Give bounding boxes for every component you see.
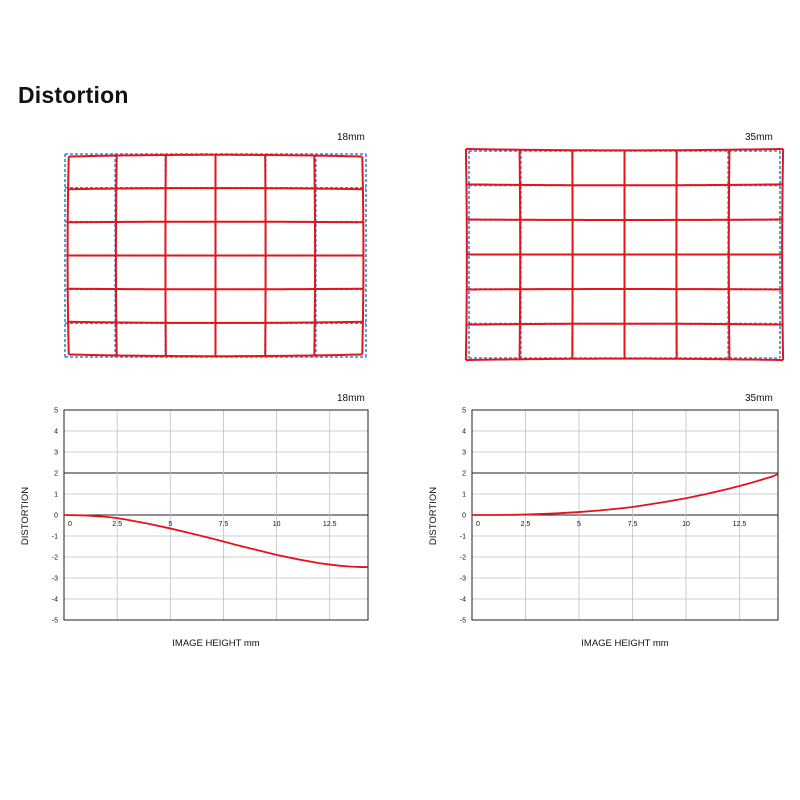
x-tick-label: 5 (577, 521, 581, 528)
x-tick-label: 5 (168, 521, 172, 528)
x-tick-label: 12.5 (323, 521, 337, 528)
y-tick-label: 3 (54, 450, 58, 457)
grid-label-18mm: 18mm (337, 132, 365, 143)
distortion-curve (63, 514, 368, 568)
distorted-grid-hline (68, 353, 363, 358)
y-tick-label: -1 (52, 534, 58, 541)
y-tick-label: 5 (462, 408, 466, 415)
y-tick-label: -2 (460, 555, 466, 562)
grid-label-35mm: 35mm (745, 132, 773, 143)
y-axis-title: DISTORTION (428, 487, 439, 545)
y-tick-label: 4 (54, 429, 58, 436)
distorted-grid-hline (465, 357, 784, 362)
distorted-grid-hline (466, 322, 783, 326)
distortion-curve (472, 473, 779, 516)
y-tick-label: -1 (460, 534, 466, 541)
y-tick-label: 2 (54, 471, 58, 478)
y-tick-label: 0 (462, 513, 466, 520)
distorted-grid-hline (466, 183, 783, 187)
y-tick-label: -4 (460, 597, 466, 604)
distortion-grid-35mm (464, 147, 785, 362)
y-tick-label: -3 (460, 576, 466, 583)
x-tick-label: 12.5 (733, 521, 747, 528)
x-tick-label: 2.5 (521, 521, 531, 528)
distorted-grid-hline (67, 220, 364, 224)
chart-label-18mm: 18mm (337, 393, 365, 404)
x-tick-label: 10 (682, 521, 690, 528)
x-tick-label: 7.5 (628, 521, 638, 528)
x-tick-label: 7.5 (219, 521, 229, 528)
y-tick-label: 2 (462, 471, 466, 478)
y-tick-label: 3 (462, 450, 466, 457)
x-axis-title: IMAGE HEIGHT mm (581, 638, 669, 649)
y-tick-label: -4 (52, 597, 58, 604)
distorted-grid-hline (68, 320, 363, 324)
y-tick-label: -2 (52, 555, 58, 562)
distorted-grid-vline (464, 148, 468, 361)
distorted-grid-hline (68, 187, 363, 191)
distorted-grid-hline (465, 147, 784, 152)
x-tick-label: 0 (68, 521, 72, 528)
x-tick-label: 2.5 (112, 521, 122, 528)
x-axis-title: IMAGE HEIGHT mm (172, 638, 260, 649)
y-tick-label: -3 (52, 576, 58, 583)
y-tick-label: 5 (54, 408, 58, 415)
y-tick-label: 1 (54, 492, 58, 499)
y-axis-title: DISTORTION (20, 487, 31, 545)
page-title: Distortion (18, 82, 129, 108)
distorted-grid-vline (781, 148, 785, 361)
x-tick-label: 0 (476, 521, 480, 528)
distorted-grid-hline (68, 153, 363, 158)
y-tick-label: -5 (460, 618, 466, 625)
y-tick-label: 4 (462, 429, 466, 436)
x-tick-label: 10 (273, 521, 281, 528)
distorted-grid-hline (67, 287, 364, 291)
y-tick-label: 1 (462, 492, 466, 499)
chart-label-35mm: 35mm (745, 393, 773, 404)
y-tick-label: -5 (52, 618, 58, 625)
distortion-grid-18mm (64, 153, 367, 358)
y-tick-label: 0 (54, 513, 58, 520)
